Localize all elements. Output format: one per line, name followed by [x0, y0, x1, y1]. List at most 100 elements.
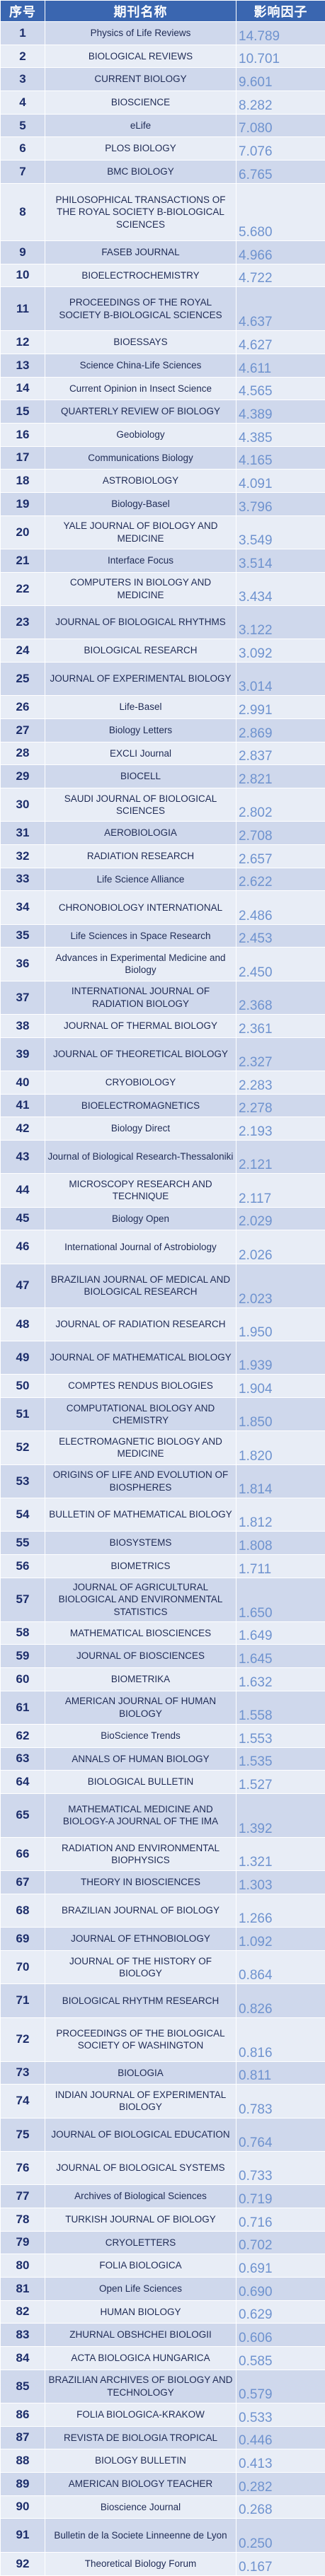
journal-name-cell: ASTROBIOLOGY [45, 469, 236, 493]
impact-factor-cell: 1.814 [236, 1464, 325, 1498]
impact-factor-cell: 0.690 [236, 2276, 325, 2301]
rank-cell: 20 [0, 515, 45, 549]
table-row: 58 MATHEMATICAL BIOSCIENCES 1.649 [0, 1621, 325, 1645]
journal-name-cell: Science China-Life Sciences [45, 353, 236, 378]
table-row: 34 CHRONOBIOLOGY INTERNATIONAL 2.486 [0, 890, 325, 925]
rank-cell: 1 [0, 21, 45, 45]
table-row: 78 TURKISH JOURNAL OF BIOLOGY 0.716 [0, 2207, 325, 2232]
journal-name-cell: TURKISH JOURNAL OF BIOLOGY [45, 2207, 236, 2232]
rank-cell: 33 [0, 867, 45, 892]
table-row: 82 HUMAN BIOLOGY 0.629 [0, 2300, 325, 2324]
rank-cell: 69 [0, 1927, 45, 1951]
rank-cell: 57 [0, 1577, 45, 1622]
table-row: 63 ANNALS OF HUMAN BIOLOGY 1.535 [0, 1747, 325, 1771]
table-row: 33 Life Science Alliance 2.622 [0, 867, 325, 892]
rank-cell: 35 [0, 923, 45, 948]
table-row: 24 BIOLOGICAL RESEARCH 3.092 [0, 639, 325, 663]
journal-name-cell: BIOESSAYS [45, 330, 236, 354]
impact-factor-cell: 6.765 [236, 160, 325, 184]
journal-name-cell: Biology Letters [45, 718, 236, 742]
journal-name-cell: JOURNAL OF RADIATION RESEARCH [45, 1307, 236, 1341]
rank-cell: 54 [0, 1497, 45, 1532]
impact-factor-cell: 5.680 [236, 182, 325, 241]
rank-cell: 16 [0, 422, 45, 447]
rank-cell: 92 [0, 2551, 45, 2576]
rank-cell: 70 [0, 1950, 45, 1985]
journal-name-cell: RADIATION RESEARCH [45, 844, 236, 868]
rank-cell: 51 [0, 1397, 45, 1432]
journal-name-cell: Advances in Experimental Medicine and Bi… [45, 947, 236, 981]
impact-factor-cell: 0.533 [236, 2402, 325, 2427]
impact-factor-cell: 14.789 [236, 21, 325, 45]
rank-cell: 80 [0, 2254, 45, 2278]
rank-cell: 83 [0, 2323, 45, 2347]
table-row: 90 Bioscience Journal 0.268 [0, 2495, 325, 2519]
journal-name-cell: FOLIA BIOLOGICA-KRAKOW [45, 2402, 236, 2427]
impact-factor-cell: 9.601 [236, 67, 325, 92]
journal-name-cell: COMPTES RENDUS BIOLOGIES [45, 1374, 236, 1398]
table-row: 79 CRYOLETTERS 0.702 [0, 2230, 325, 2255]
impact-factor-cell: 4.637 [236, 286, 325, 332]
rank-cell: 48 [0, 1307, 45, 1341]
journal-name-cell: COMPUTATIONAL BIOLOGY AND CHEMISTRY [45, 1397, 236, 1432]
impact-factor-cell: 3.122 [236, 605, 325, 640]
impact-factor-cell: 4.385 [236, 422, 325, 447]
impact-factor-cell: 2.869 [236, 718, 325, 742]
impact-factor-cell: 3.796 [236, 491, 325, 516]
rank-cell: 24 [0, 639, 45, 663]
rank-cell: 67 [0, 1870, 45, 1894]
table-row: 60 BIOMETRIKA 1.632 [0, 1667, 325, 1691]
rank-column-header: 序号 [0, 0, 45, 22]
rank-cell: 27 [0, 718, 45, 742]
table-row: 18 ASTROBIOLOGY 4.091 [0, 469, 325, 493]
rank-cell: 45 [0, 1206, 45, 1231]
table-row: 48 JOURNAL OF RADIATION RESEARCH 1.950 [0, 1307, 325, 1341]
table-row: 14 Current Opinion in Insect Science 4.565 [0, 376, 325, 401]
journal-name-cell: PHILOSOPHICAL TRANSACTIONS OF THE ROYAL … [45, 182, 236, 241]
rank-cell: 4 [0, 91, 45, 115]
table-row: 69 JOURNAL OF ETHNOBIOLOGY 1.092 [0, 1927, 325, 1951]
rank-cell: 72 [0, 2017, 45, 2062]
impact-factor-cell: 3.514 [236, 548, 325, 573]
table-row: 5 eLife 7.080 [0, 113, 325, 138]
table-row: 77 Archives of Biological Sciences 0.719 [0, 2184, 325, 2208]
journal-name-cell: THEORY IN BIOSCIENCES [45, 1870, 236, 1894]
table-row: 54 BULLETIN OF MATHEMATICAL BIOLOGY 1.812 [0, 1497, 325, 1532]
journal-name-cell: ANNALS OF HUMAN BIOLOGY [45, 1747, 236, 1771]
table-row: 43 Journal of Biological Research-Thessal… [0, 1139, 325, 1175]
journal-name-cell: Interface Focus [45, 548, 236, 573]
journal-name-cell: MATHEMATICAL MEDICINE AND BIOLOGY-A JOUR… [45, 1793, 236, 1838]
rank-cell: 91 [0, 2518, 45, 2553]
impact-factor-cell: 3.014 [236, 661, 325, 697]
impact-factor-cell: 4.966 [236, 240, 325, 264]
journal-name-cell: CURRENT BIOLOGY [45, 67, 236, 92]
impact-factor-cell: 2.657 [236, 844, 325, 868]
table-row: 55 BIOSYSTEMS 1.808 [0, 1531, 325, 1555]
rank-cell: 79 [0, 2230, 45, 2255]
impact-factor-cell: 0.716 [236, 2207, 325, 2232]
rank-cell: 29 [0, 764, 45, 788]
rank-cell: 8 [0, 182, 45, 241]
impact-factor-cell: 0.719 [236, 2184, 325, 2208]
table-row: 66 RADIATION AND ENVIRONMENTAL BIOPHYSICS… [0, 1836, 325, 1872]
impact-factor-cell: 4.165 [236, 445, 325, 470]
impact-factor-cell: 2.453 [236, 923, 325, 948]
rank-cell: 34 [0, 890, 45, 925]
table-row: 56 BIOMETRICS 1.711 [0, 1554, 325, 1578]
impact-factor-cell: 0.733 [236, 2150, 325, 2186]
journal-name-cell: Physics of Life Reviews [45, 21, 236, 45]
impact-factor-cell: 1.553 [236, 1723, 325, 1748]
impact-factor-cell: 4.611 [236, 353, 325, 378]
table-row: 88 BIOLOGY BULLETIN 0.413 [0, 2449, 325, 2473]
journal-name-cell: JOURNAL OF AGRICULTURAL BIOLOGICAL AND E… [45, 1577, 236, 1622]
table-row: 83 ZHURNAL OBSHCHEI BIOLOGII 0.606 [0, 2323, 325, 2347]
impact-factor-cell: 1.527 [236, 1770, 325, 1794]
journal-name-cell: BioScience Trends [45, 1723, 236, 1748]
table-row: 30 SAUDI JOURNAL OF BIOLOGICAL SCIENCES 2.… [0, 787, 325, 822]
table-row: 12 BIOESSAYS 4.627 [0, 330, 325, 354]
rank-cell: 66 [0, 1836, 45, 1872]
table-row: 64 BIOLOGICAL BULLETIN 1.527 [0, 1770, 325, 1794]
journal-name-cell: ORIGINS OF LIFE AND EVOLUTION OF BIOSPHE… [45, 1464, 236, 1498]
table-row: 67 THEORY IN BIOSCIENCES 1.303 [0, 1870, 325, 1894]
